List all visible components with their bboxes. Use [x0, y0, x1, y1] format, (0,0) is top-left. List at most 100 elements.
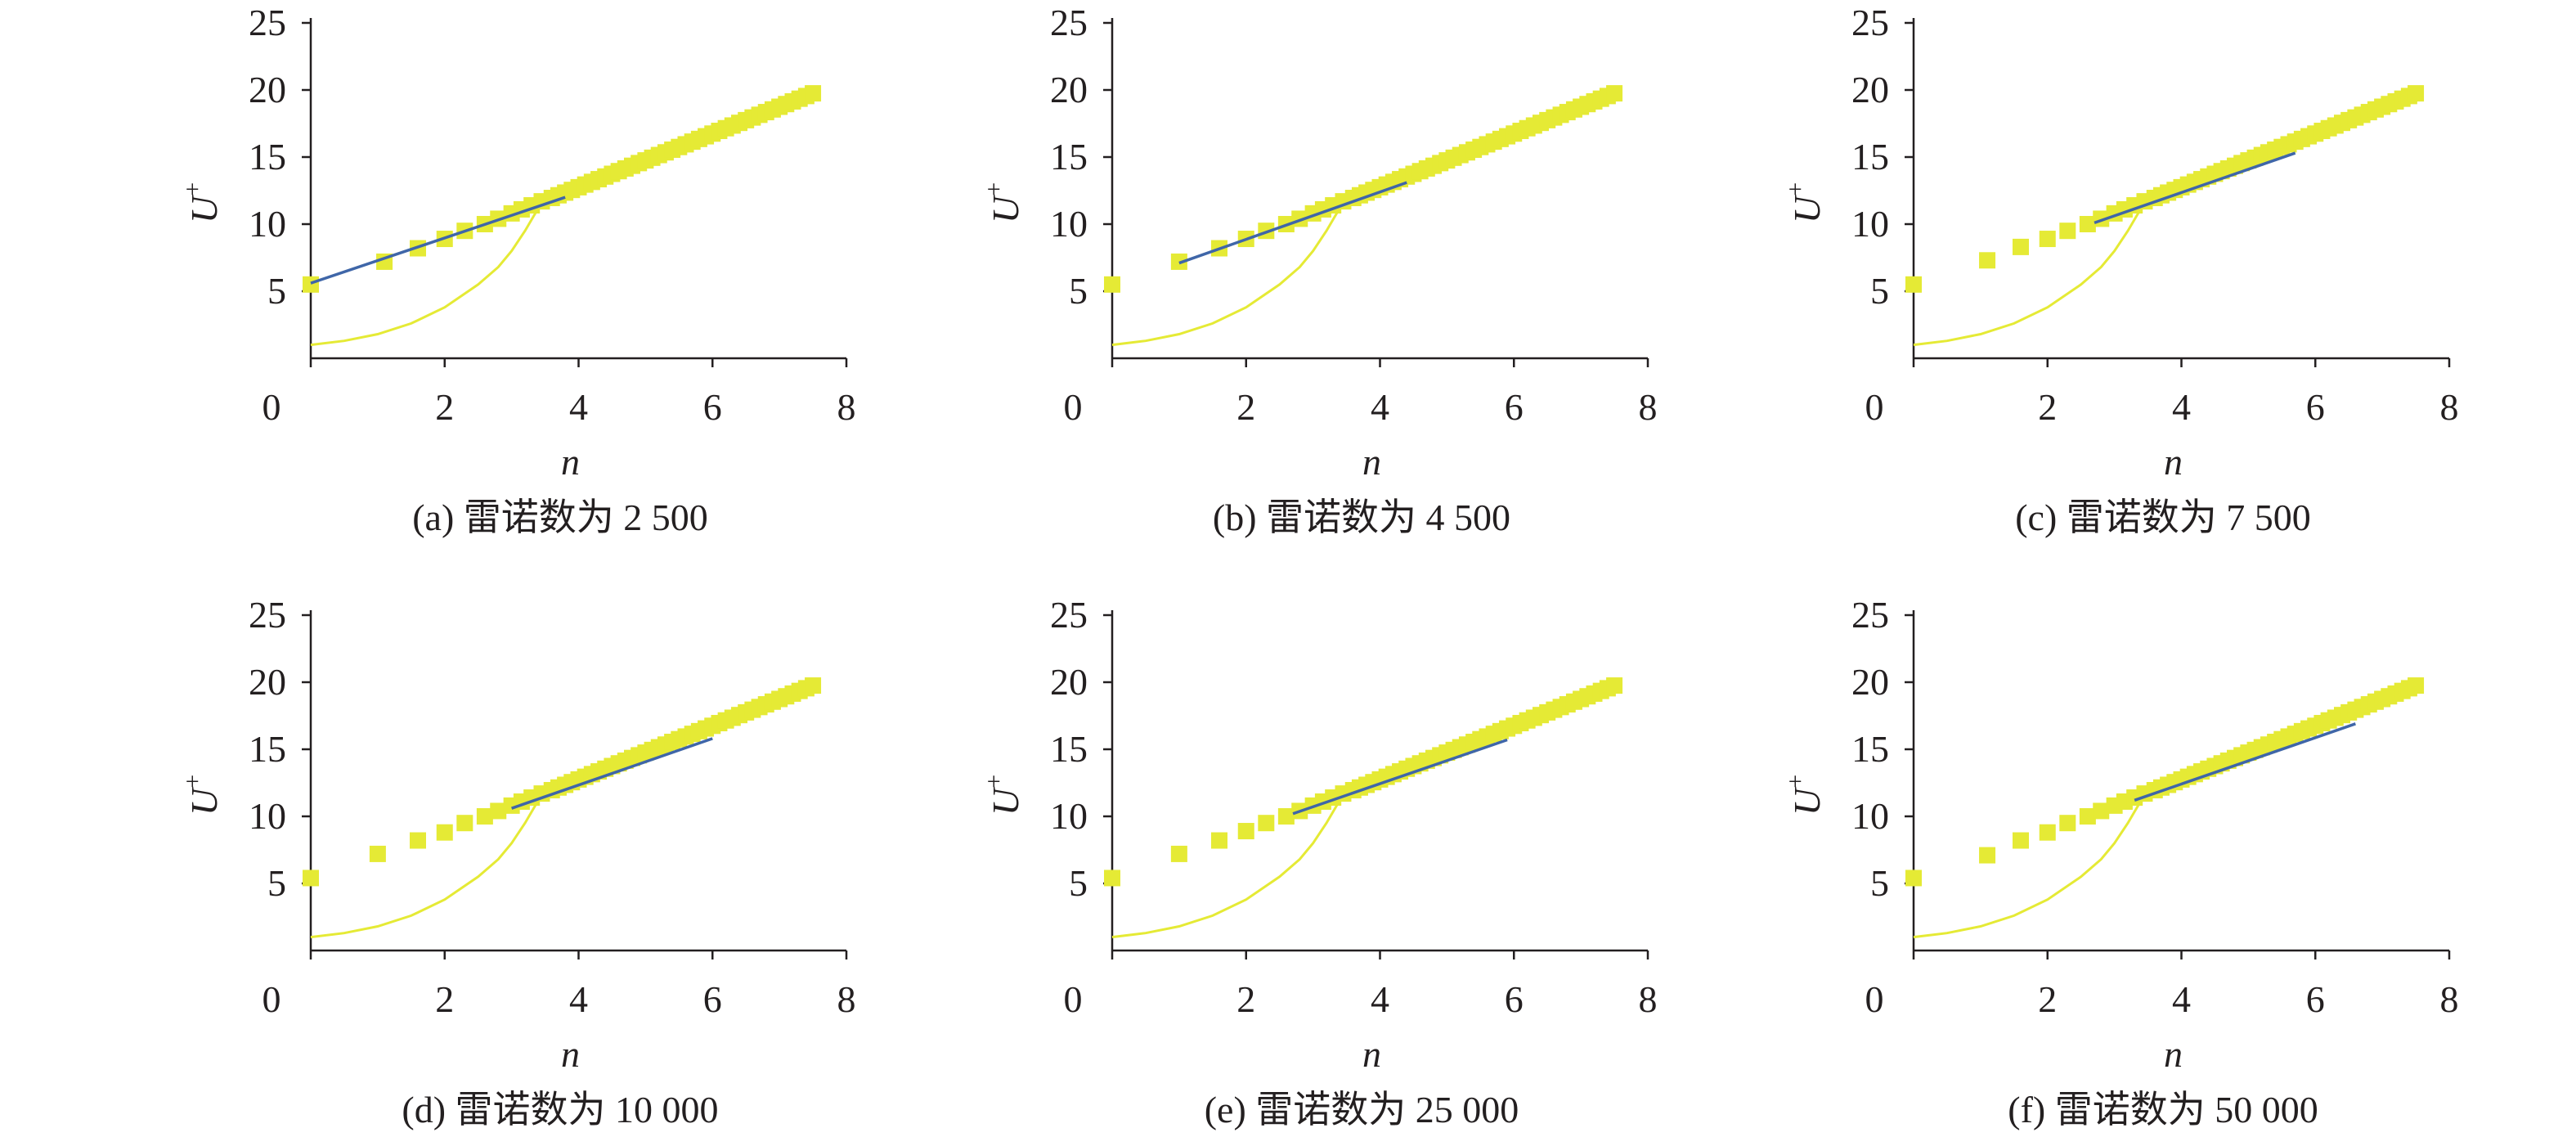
y-axis-label-main: U	[1786, 786, 1828, 816]
x-tick-label: 4	[2172, 386, 2191, 428]
y-axis-label: U+	[1782, 775, 1828, 816]
y-tick-label: 20	[1851, 69, 1889, 110]
data-point	[1606, 677, 1623, 694]
y-tick-label: 5	[267, 270, 286, 312]
y-tick-label: 15	[249, 728, 286, 770]
viscous-sublayer-curve	[1913, 190, 2152, 347]
data-point	[303, 276, 319, 293]
x-tick-label: 0	[263, 386, 281, 428]
data-point	[2039, 231, 2056, 248]
y-axis-label: U+	[981, 775, 1026, 816]
data-point	[2059, 815, 2076, 832]
y-tick-label: 25	[249, 2, 286, 43]
x-tick-label: 0	[1064, 386, 1083, 428]
data-point	[2093, 802, 2110, 820]
x-tick-label: 4	[2172, 978, 2191, 1020]
y-axis-label-main: U	[985, 194, 1026, 223]
chart-panel-f: 5 10 15 20 25 0 2 4 6 8 n U+ (f) 雷诺数为 50 000	[1782, 594, 2459, 1130]
x-tick-label: 8	[837, 978, 856, 1020]
chart-panel-a: 5 10 15 20 25 0 2 4 6 8 n U+ (a) 雷诺数为 2 500	[179, 2, 856, 538]
viscous-sublayer-curve	[1913, 782, 2152, 939]
x-tick-label: 2	[2038, 978, 2057, 1020]
y-tick-label: 25	[1050, 594, 1088, 636]
x-tick-label: 0	[1064, 978, 1083, 1020]
fit-line	[1178, 181, 1407, 265]
x-tick-label: 4	[1371, 386, 1389, 428]
y-tick-label: 5	[1870, 270, 1889, 312]
data-point	[805, 677, 822, 694]
data-point	[2408, 85, 2425, 102]
panel-caption: (c) 雷诺数为 7 500	[2015, 497, 2311, 538]
x-tick-label: 0	[1865, 386, 1884, 428]
y-tick-label: 10	[1050, 203, 1088, 245]
x-tick-label: 0	[1865, 978, 1884, 1020]
data-point	[303, 870, 319, 887]
chart-panel-c: 5 10 15 20 25 0 2 4 6 8 n U+ (c) 雷诺数为 7 500	[1782, 2, 2459, 538]
y-axis-label-sup: +	[179, 775, 206, 789]
data-point	[1104, 276, 1120, 293]
data-point	[2039, 824, 2056, 841]
data-point	[490, 802, 507, 820]
data-point	[1979, 847, 1996, 864]
data-point	[2059, 222, 2076, 240]
y-axis-label-main: U	[985, 786, 1026, 816]
x-tick-label: 2	[435, 978, 454, 1020]
y-tick-label: 20	[1050, 661, 1088, 703]
data-point	[2013, 238, 2029, 255]
y-tick-label: 10	[1851, 203, 1889, 245]
y-tick-label: 10	[249, 203, 286, 245]
y-tick-label: 25	[249, 594, 286, 636]
x-axis-label: n	[561, 441, 580, 483]
x-tick-label: 8	[2440, 978, 2459, 1020]
y-tick-label: 15	[1050, 728, 1088, 770]
y-axis-label-sup: +	[1782, 182, 1809, 196]
data-point	[410, 832, 426, 849]
panel-caption: (a) 雷诺数为 2 500	[412, 497, 708, 538]
y-axis-label-sup: +	[179, 182, 206, 196]
data-point	[476, 808, 493, 825]
data-point	[436, 824, 453, 841]
data-point	[456, 815, 473, 832]
viscous-sublayer-curve	[310, 190, 550, 347]
data-point	[2013, 832, 2029, 849]
x-axis-label: n	[2164, 441, 2183, 483]
y-axis-label-sup: +	[981, 775, 1008, 789]
data-point	[2079, 216, 2096, 232]
y-tick-label: 5	[1870, 862, 1889, 904]
y-axis-label-main: U	[1786, 194, 1828, 223]
x-tick-label: 4	[569, 386, 588, 428]
data-point	[1905, 276, 1922, 293]
x-tick-label: 6	[2306, 978, 2325, 1020]
panel-caption: (f) 雷诺数为 50 000	[2008, 1089, 2318, 1130]
y-axis-label: U+	[1782, 182, 1828, 223]
fit-line	[310, 195, 566, 285]
y-tick-label: 5	[1069, 862, 1088, 904]
data-point	[1979, 252, 1996, 269]
y-tick-label: 20	[249, 661, 286, 703]
fit-line	[511, 737, 713, 810]
data-point	[369, 845, 386, 862]
viscous-sublayer-curve	[1111, 782, 1351, 939]
x-tick-label: 2	[1236, 386, 1255, 428]
x-tick-label: 2	[1236, 978, 1255, 1020]
data-point	[1277, 808, 1295, 825]
x-tick-label: 2	[435, 386, 454, 428]
data-point	[2079, 808, 2096, 825]
x-axis-label: n	[1362, 441, 1381, 483]
x-tick-label: 8	[2440, 386, 2459, 428]
chart-panel-b: 5 10 15 20 25 0 2 4 6 8 n U+ (b) 雷诺数为 4 500	[981, 2, 1658, 538]
x-axis-label: n	[2164, 1033, 2183, 1075]
data-point	[2408, 677, 2425, 694]
viscous-sublayer-curve	[1111, 190, 1351, 347]
y-tick-label: 10	[249, 795, 286, 837]
y-axis-label-sup: +	[1782, 775, 1809, 789]
data-point	[1211, 832, 1227, 849]
viscous-sublayer-curve	[310, 782, 550, 939]
y-axis-label: U+	[981, 182, 1026, 223]
y-tick-label: 10	[1050, 795, 1088, 837]
data-point	[1237, 823, 1254, 840]
y-tick-label: 20	[1851, 661, 1889, 703]
x-tick-label: 6	[1505, 978, 1524, 1020]
data-point	[1104, 870, 1120, 887]
